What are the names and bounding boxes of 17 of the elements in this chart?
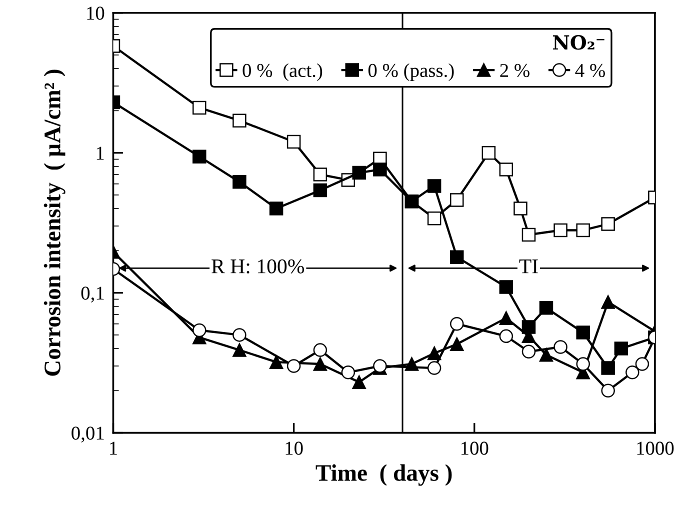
x-tick-label: 100	[462, 442, 488, 455]
legend-label: 4 %	[575, 64, 605, 78]
legend-title: NO₂⁻	[553, 35, 604, 50]
annotation: R H: 100%	[212, 259, 304, 274]
legend-label: 2 %	[500, 64, 530, 78]
x-axis-title: Time ( days )	[316, 464, 452, 486]
legend-label: 0 % (pass.)	[368, 63, 454, 81]
y-tick-label: 10	[87, 6, 104, 20]
x-tick-label: 10	[286, 442, 303, 455]
y-axis-title: Corrosion intensity ( µA/cm² )	[44, 70, 66, 376]
annotation: TI	[519, 260, 538, 274]
y-tick-label: 1	[96, 146, 104, 160]
x-tick-label: 1000	[637, 442, 674, 455]
x-tick-label: 1	[110, 442, 117, 455]
y-tick-label: 0,01	[72, 426, 104, 443]
y-tick-label: 0,1	[81, 286, 104, 303]
legend-label: 0 % (act.)	[242, 63, 322, 81]
